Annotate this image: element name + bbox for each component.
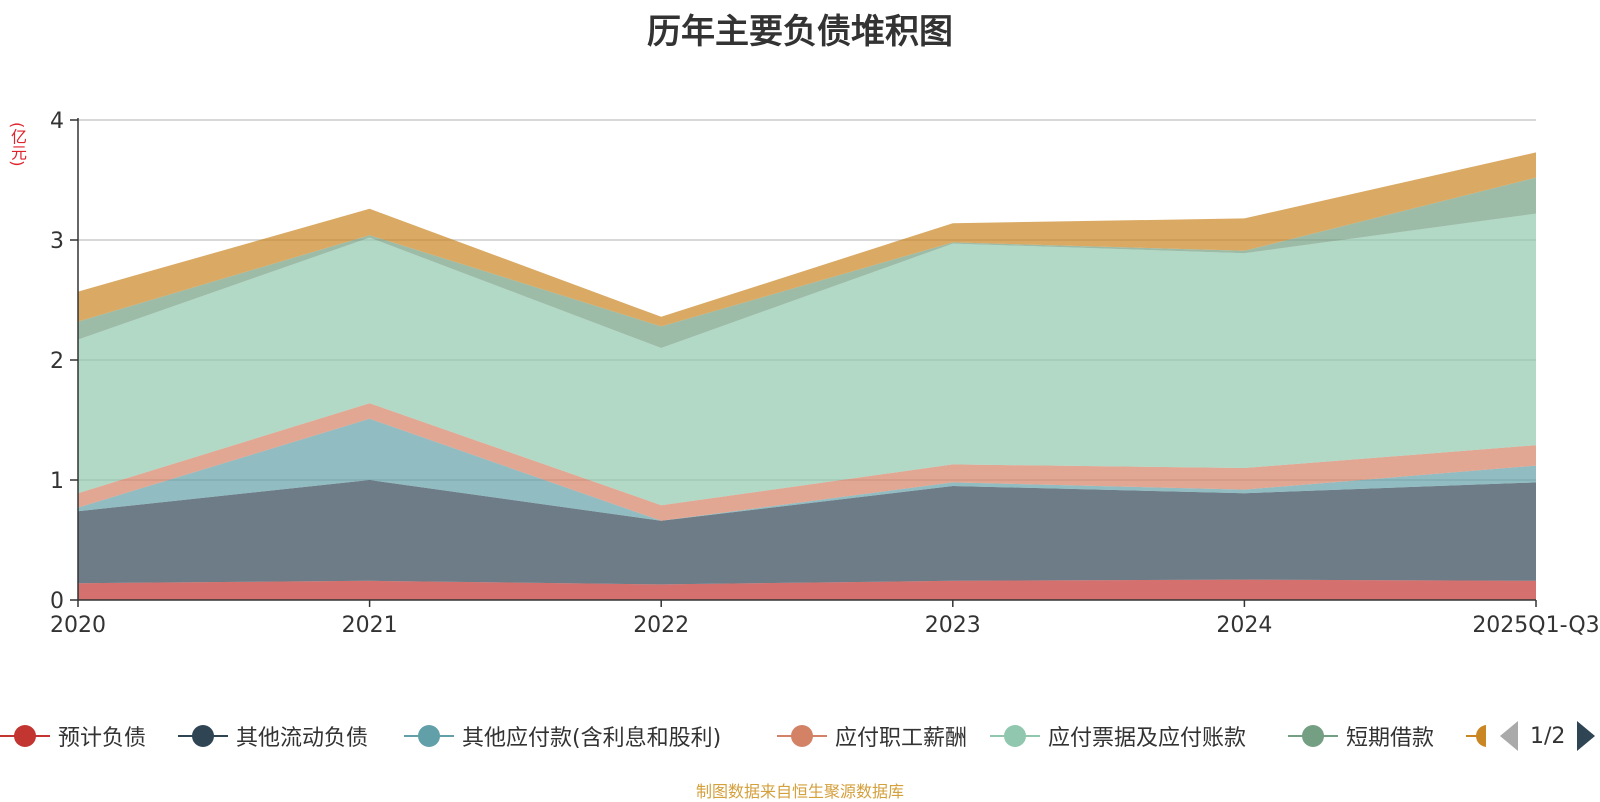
legend-label: 应付职工薪酬	[835, 726, 968, 751]
legend-item[interactable]: 短期借款	[1288, 718, 1434, 754]
legend-marker-icon	[1288, 718, 1338, 754]
legend-label: 其他流动负债	[236, 726, 369, 751]
series-area-3[interactable]	[78, 403, 1536, 521]
legend-item[interactable]: 应付票据及应付账款	[990, 718, 1246, 754]
legend-label: 其他应付款(含利息和股利)	[462, 726, 722, 751]
legend-marker-icon	[777, 718, 827, 754]
series-area-4[interactable]	[78, 213, 1536, 506]
y-tick-label: 2	[50, 349, 64, 374]
series-area-6[interactable]	[78, 152, 1536, 327]
y-tick-label: 1	[50, 469, 64, 494]
series-area-1[interactable]	[78, 480, 1536, 585]
series-areas	[78, 152, 1536, 600]
legend-item[interactable]: 其他流动负债	[178, 718, 368, 754]
legend-prev-arrow-icon[interactable]	[1500, 721, 1518, 751]
x-tick-label: 2025Q1-Q3	[1472, 613, 1599, 638]
legend-marker-icon	[0, 718, 50, 754]
legend-item[interactable]: 其他应付款(含利息和股利)	[404, 718, 721, 754]
legend-marker-icon	[990, 718, 1040, 754]
y-axis-unit: (亿元)	[8, 122, 27, 167]
legend-page-indicator: 1/2	[1530, 723, 1566, 749]
y-tick-label: 4	[50, 109, 64, 134]
series-area-0[interactable]	[78, 579, 1536, 600]
legend: 预计负债 其他流动负债 其他应付款(含利息和股利) 应付职工薪酬 应付票据及应付账款 短期…	[0, 718, 1600, 754]
x-tick-label: 2020	[50, 613, 106, 638]
x-tick-label: 2024	[1216, 613, 1272, 638]
legend-label: 应付票据及应付账款	[1048, 726, 1247, 751]
legend-item[interactable]: 预计负债	[0, 718, 146, 754]
legend-item-clipped	[1466, 718, 1486, 754]
legend-marker-icon	[404, 718, 454, 754]
legend-label: 预计负债	[58, 726, 147, 751]
y-tick-label: 0	[50, 589, 64, 614]
x-tick-label: 2021	[342, 613, 398, 638]
chart-title: 历年主要负债堆积图	[647, 12, 953, 52]
axes: 0 1 2 3 4 2020 2021 2022 2023 2024 2025Q1-Q3	[50, 109, 1600, 638]
legend-pager: 1/2	[1500, 718, 1596, 754]
data-source-note: 制图数据来自恒生聚源数据库	[695, 782, 904, 801]
x-tick-label: 2023	[925, 613, 981, 638]
x-tick-label: 2022	[633, 613, 689, 638]
legend-marker-icon	[178, 718, 228, 754]
y-tick-label: 3	[50, 229, 64, 254]
legend-label: 短期借款	[1346, 726, 1435, 751]
legend-next-arrow-icon[interactable]	[1577, 721, 1596, 751]
legend-item[interactable]: 应付职工薪酬	[777, 718, 967, 754]
